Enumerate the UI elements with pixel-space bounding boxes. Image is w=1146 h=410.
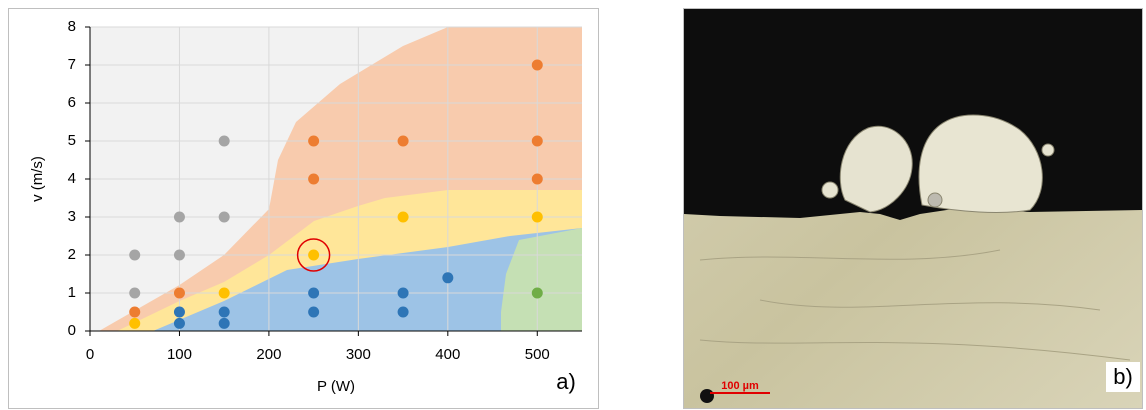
point — [129, 317, 141, 329]
point — [173, 249, 185, 261]
y-axis-label: v (m/s) — [29, 156, 46, 202]
highlight-circle — [296, 238, 331, 272]
point — [173, 287, 185, 299]
point — [173, 317, 185, 329]
point — [173, 306, 185, 318]
particle — [918, 114, 1043, 213]
y-tick-label: 0 — [68, 322, 76, 339]
x-tick-label: 300 — [346, 346, 371, 363]
panel-label: b) — [1113, 364, 1133, 389]
point — [129, 249, 141, 261]
grain-lines — [699, 249, 1131, 361]
particle — [1041, 143, 1055, 157]
point — [397, 306, 409, 318]
point — [308, 173, 320, 185]
point — [442, 272, 454, 284]
point — [308, 287, 320, 299]
label-box — [1106, 362, 1140, 392]
region-green — [501, 228, 582, 331]
point — [308, 135, 320, 147]
point — [531, 211, 543, 223]
point — [397, 135, 409, 147]
y-tick-label: 6 — [68, 94, 76, 111]
point — [397, 211, 409, 223]
point — [218, 211, 230, 223]
x-tick-label: 500 — [525, 346, 550, 363]
y-tick-label: 1 — [68, 284, 76, 301]
y-tick-label: 3 — [68, 208, 76, 225]
point — [531, 287, 543, 299]
x-tick-label: 100 — [167, 346, 192, 363]
scale-bar-label: 100 µm — [721, 380, 759, 392]
point — [531, 173, 543, 185]
particle — [927, 192, 943, 208]
point — [173, 211, 185, 223]
y-tick-label: 4 — [68, 170, 76, 187]
y-tick-label: 8 — [68, 18, 76, 35]
dark-background — [684, 9, 1142, 220]
x-axis-label: P (W) — [317, 378, 355, 395]
point — [129, 287, 141, 299]
panel-label: a) — [556, 369, 576, 394]
point — [218, 306, 230, 318]
y-tick-label: 2 — [68, 246, 76, 263]
y-tick-label: 5 — [68, 132, 76, 149]
particle — [839, 125, 913, 213]
point — [218, 317, 230, 329]
point — [218, 287, 230, 299]
y-tick-label: 7 — [68, 56, 76, 73]
x-tick-label: 400 — [435, 346, 460, 363]
point — [531, 59, 543, 71]
points — [129, 59, 543, 329]
point — [129, 306, 141, 318]
pore — [700, 389, 714, 403]
point — [397, 287, 409, 299]
x-tick-label: 0 — [86, 346, 94, 363]
particle — [821, 181, 839, 199]
point — [308, 249, 320, 261]
point — [308, 306, 320, 318]
point — [531, 135, 543, 147]
point — [218, 135, 230, 147]
x-tick-label: 200 — [256, 346, 281, 363]
region-blue — [153, 228, 582, 331]
